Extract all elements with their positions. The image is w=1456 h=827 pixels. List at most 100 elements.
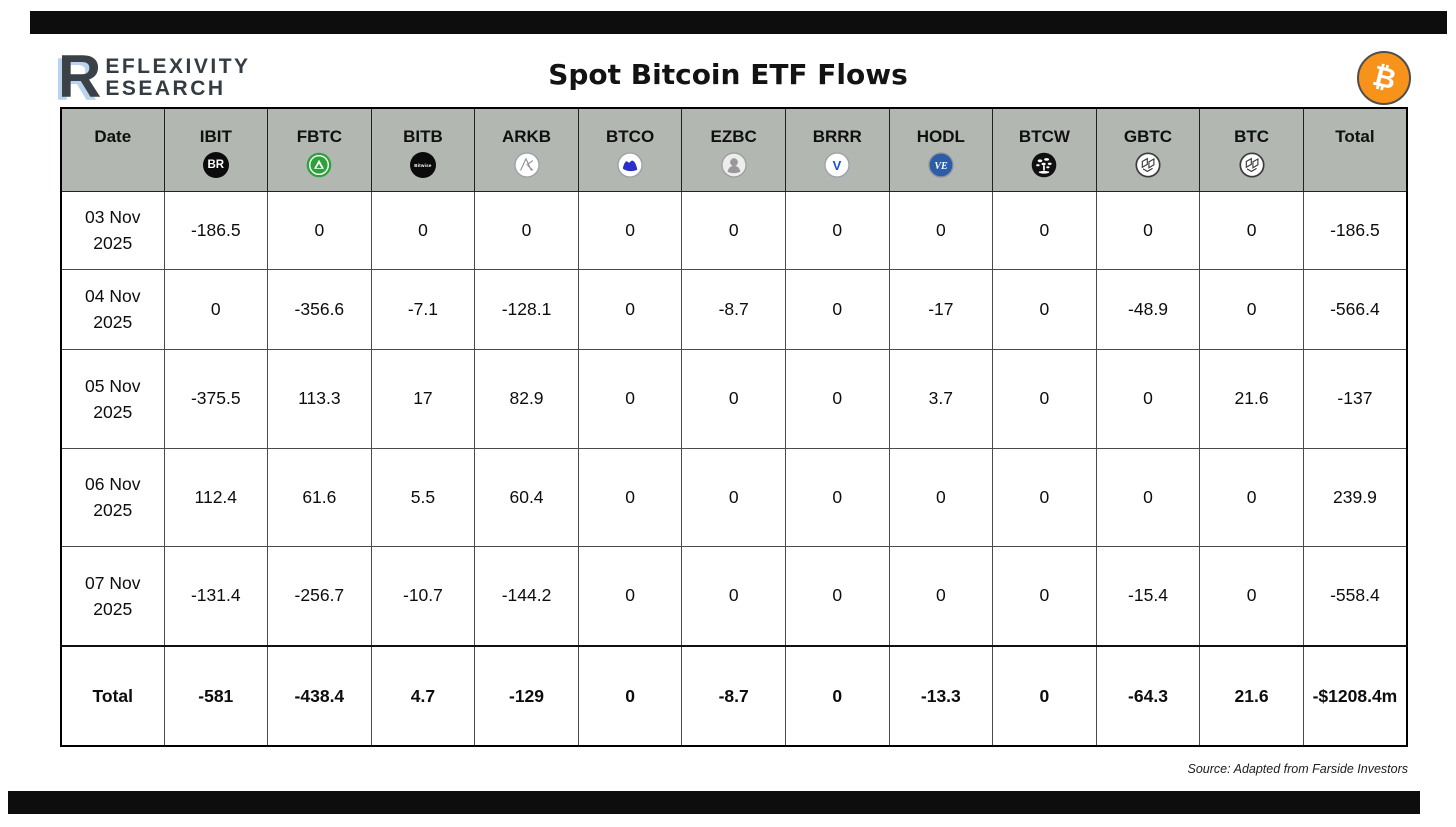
flow-value-cell: 0 (784, 447, 890, 547)
bitwise-icon: Bitwise (373, 152, 474, 178)
date-cell: 04 Nov 2025 (60, 268, 165, 350)
svg-text:V: V (833, 158, 842, 173)
flow-value-cell: 60.4 (474, 447, 579, 547)
column-header-fbtc: FBTC (267, 107, 372, 192)
column-header-arkb: ARKB (474, 107, 579, 192)
bitcoin-symbol: ₿ (1369, 58, 1400, 97)
total-value-cell: -13.3 (888, 645, 994, 747)
vaneck-icon: VE (891, 152, 992, 178)
flow-value-cell: 0 (577, 447, 683, 547)
column-label: BRRR (812, 127, 862, 146)
table-row: 04 Nov 2025 0 -356.6 -7.1 -128.1 0 -8.7 0 -17 0 -48… (60, 268, 1408, 350)
flow-value-cell: 0 (1199, 447, 1304, 547)
column-header-gbtc: GBTC (1095, 107, 1201, 192)
flow-value-cell: 0 (992, 348, 1097, 449)
total-value-cell: -438.4 (267, 645, 372, 747)
column-label: BITB (403, 127, 443, 146)
flow-value-cell: -48.9 (1095, 268, 1201, 350)
column-label: FBTC (296, 127, 343, 146)
flow-value-cell: 0 (370, 190, 476, 270)
flow-value-cell: 239.9 (1302, 447, 1408, 547)
total-label-cell: Total (60, 645, 165, 747)
flow-value-cell: -186.5 (163, 190, 269, 270)
total-value-cell: 21.6 (1199, 645, 1304, 747)
flow-value-cell: -566.4 (1302, 268, 1408, 350)
invesco-icon (580, 152, 681, 178)
flow-value-cell: 0 (577, 545, 683, 647)
column-label: Total (1335, 127, 1375, 146)
flow-value-cell: 0 (474, 190, 579, 270)
flow-value-cell: 0 (681, 545, 786, 647)
column-header-bitb: BITB Bitwise (370, 107, 476, 192)
column-header-brrr: BRRR V (784, 107, 890, 192)
column-label: Date (94, 127, 132, 146)
flow-value-cell: 0 (992, 190, 1097, 270)
flow-value-cell: -7.1 (370, 268, 476, 350)
flow-value-cell: 112.4 (163, 447, 269, 547)
column-header-btcw: BTCW (992, 107, 1097, 192)
table-row: 05 Nov 2025 -375.5 113.3 17 82.9 0 0 0 3.7 0 0 21.6-… (60, 348, 1408, 449)
flow-value-cell: -558.4 (1302, 545, 1408, 647)
flow-value-cell: 0 (163, 268, 269, 350)
column-label: GBTC (1123, 127, 1173, 146)
flow-value-cell: 0 (681, 190, 786, 270)
table-row: 06 Nov 2025 112.4 61.6 5.5 60.4 0 0 0 0 0 0 0 239.9 (60, 447, 1408, 547)
flow-value-cell: 0 (1199, 190, 1304, 270)
bitcoin-icon: ₿ (1357, 51, 1411, 105)
flow-value-cell: 0 (888, 447, 994, 547)
total-value-cell: 4.7 (370, 645, 476, 747)
column-header-hodl: HODL VE (888, 107, 994, 192)
flow-value-cell: 0 (681, 447, 786, 547)
column-header-total: Total (1302, 107, 1408, 192)
column-label: IBIT (199, 127, 232, 146)
page-title: Spot Bitcoin ETF Flows (548, 58, 908, 91)
flow-value-cell: 0 (888, 190, 994, 270)
flow-value-cell: -10.7 (370, 545, 476, 647)
flow-value-cell: 21.6 (1199, 348, 1304, 449)
column-header-ezbc: EZBC (681, 107, 786, 192)
column-label: ARKB (501, 127, 552, 146)
flow-value-cell: -375.5 (163, 348, 269, 449)
column-header-btco: BTCO (577, 107, 683, 192)
flow-value-cell: 0 (267, 190, 372, 270)
flow-value-cell: 3.7 (888, 348, 994, 449)
logo-line-1: EFLEXIVITY (105, 55, 251, 78)
source-note: Source: Adapted from Farside Investors (1187, 762, 1408, 776)
flow-value-cell: -128.1 (474, 268, 579, 350)
flow-value-cell: 0 (992, 268, 1097, 350)
reflexivity-research-logo: R EFLEXIVITY ESEARCH (58, 47, 251, 107)
flow-value-cell: 0 (577, 268, 683, 350)
total-value-cell: 0 (577, 645, 683, 747)
etf-flows-table: Date IBIT BR FBTC BITB Bitwise ARKB BTCO EZBC BRR… (60, 107, 1408, 747)
franklin-icon (683, 152, 784, 178)
flow-value-cell: -15.4 (1095, 545, 1201, 647)
flow-value-cell: 0 (784, 268, 890, 350)
table-header-row: Date IBIT BR FBTC BITB Bitwise ARKB BTCO EZBC BRR… (60, 107, 1408, 192)
svg-text:VE: VE (934, 161, 948, 172)
column-label: BTC (1234, 127, 1270, 146)
total-value-cell: -129 (474, 645, 579, 747)
ark-icon (476, 152, 577, 178)
total-value-cell: -8.7 (681, 645, 786, 747)
flow-value-cell: 0 (784, 190, 890, 270)
column-header-ibit: IBIT BR (163, 107, 269, 192)
top-black-bar (30, 11, 1447, 34)
total-value-cell: 0 (992, 645, 1097, 747)
wisdomtree-icon (994, 152, 1095, 178)
flow-value-cell: -256.7 (267, 545, 372, 647)
flow-value-cell: -131.4 (163, 545, 269, 647)
column-header-date: Date (60, 107, 165, 192)
total-value-cell: -$1208.4m (1302, 645, 1408, 747)
flow-value-cell: -186.5 (1302, 190, 1408, 270)
date-cell: 05 Nov 2025 (60, 348, 165, 449)
flow-value-cell: 0 (1199, 268, 1304, 350)
flow-value-cell: 0 (577, 348, 683, 449)
flow-value-cell: -17 (888, 268, 994, 350)
fidelity-icon (269, 152, 370, 178)
date-cell: 06 Nov 2025 (60, 447, 165, 547)
column-label: BTCW (1018, 127, 1070, 146)
logo-line-2: ESEARCH (105, 77, 226, 100)
column-label: HODL (916, 127, 965, 146)
blackrock-icon: BR (166, 152, 267, 178)
